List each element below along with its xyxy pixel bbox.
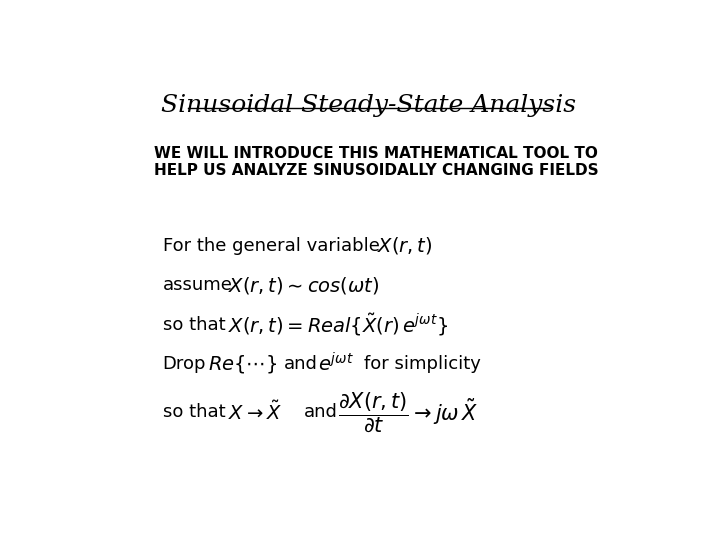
Text: HELP US ANALYZE SINUSOIDALLY CHANGING FIELDS: HELP US ANALYZE SINUSOIDALLY CHANGING FI… [154,163,599,178]
Text: For the general variable: For the general variable [163,237,379,255]
Text: Drop: Drop [163,355,206,373]
Text: and: and [304,403,338,421]
Text: $e^{j\omega t}$: $e^{j\omega t}$ [318,353,354,376]
Text: Sinusoidal Steady-State Analysis: Sinusoidal Steady-State Analysis [161,94,577,117]
Text: so that: so that [163,316,225,334]
Text: WE WILL INTRODUCE THIS MATHEMATICAL TOOL TO: WE WILL INTRODUCE THIS MATHEMATICAL TOOL… [154,146,598,161]
Text: for simplicity: for simplicity [364,355,481,373]
Text: $\dfrac{\partial X(r,t)}{\partial t} \rightarrow j\omega\,\tilde{X}$: $\dfrac{\partial X(r,t)}{\partial t} \ri… [338,390,479,434]
Text: $X(r,t) = Real\{\tilde{X}(r)\, e^{j\omega t}\}$: $X(r,t) = Real\{\tilde{X}(r)\, e^{j\omeg… [228,312,449,338]
Text: $X(r,t)$: $X(r,t)$ [377,235,433,256]
Text: assume: assume [163,276,233,294]
Text: so that: so that [163,403,225,421]
Text: $X(r,t) \sim cos(\omega t)$: $X(r,t) \sim cos(\omega t)$ [228,275,379,296]
Text: and: and [284,355,318,373]
Text: $X \rightarrow \tilde{X}$: $X \rightarrow \tilde{X}$ [228,401,282,423]
Text: $Re\{\cdots\}$: $Re\{\cdots\}$ [208,353,278,375]
